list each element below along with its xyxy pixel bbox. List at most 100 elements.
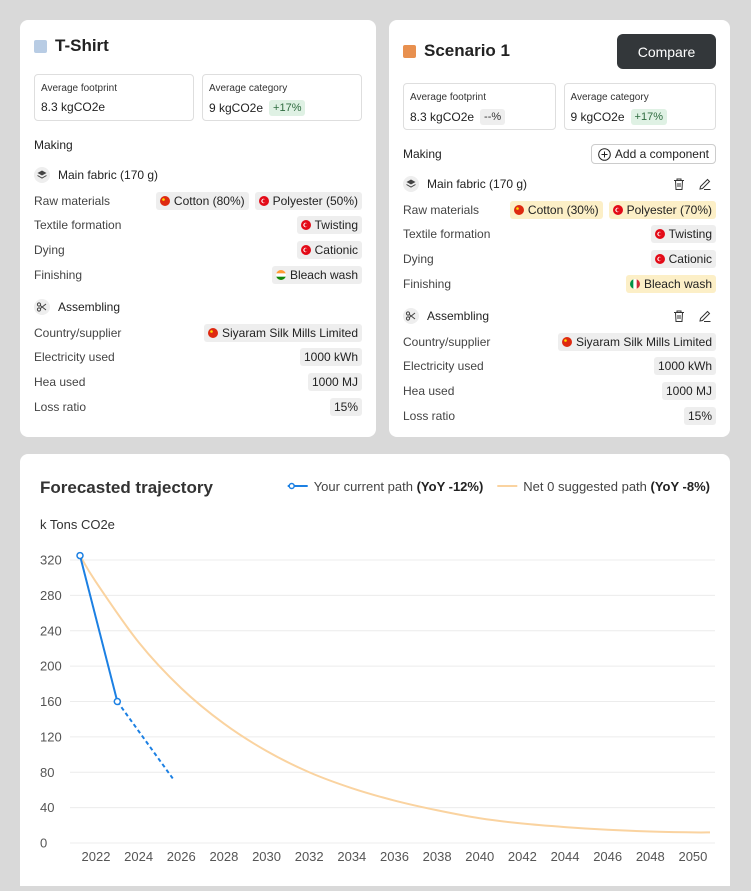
layers-icon [403,176,419,192]
tags: 1000 MJ [661,381,716,400]
point [113,697,122,706]
row-label: Raw materials [403,202,480,217]
y-tick-label: 200 [40,659,62,674]
tags: Cationic [296,240,362,259]
x-tick-label: 2032 [295,849,324,864]
attribute-row: Raw materials Cotton (30%) Polyester (70%) [403,200,716,219]
x-tick-label: 2044 [551,849,580,864]
scenario-card: Scenario 1 Compare Average footprint 8.3 kg… [389,20,730,437]
attribute-row: Country/supplier Siyaram Silk Mills Limit… [34,323,362,342]
value: 8.3 kgCO2e [410,110,475,124]
row-label: Electricity used [403,359,484,374]
delete-icon[interactable] [672,177,686,191]
y-tick-label: 280 [40,588,62,603]
attribute-row: Electricity used 1000 kWh [403,357,716,376]
color-swatch [403,44,416,58]
tag-text: Cationic [314,242,358,257]
legend-name: Net 0 suggested path [523,479,647,494]
y-tick-label: 160 [40,694,62,709]
tag-text: Bleach wash [643,276,712,291]
tag: Cationic [296,240,362,259]
x-tick-label: 2026 [167,849,196,864]
edit-icon[interactable] [698,309,712,323]
y-axis-label: k Tons CO2e [40,517,115,532]
y-tick-label: 240 [40,623,62,638]
tags: 15% [683,406,716,425]
attribute-row: Textile formation Twisting [403,225,716,244]
compare-button[interactable]: Compare [617,34,716,69]
metric-label: Average footprint [41,83,117,94]
row-label: Finishing [34,267,83,282]
y-tick-label: 320 [40,553,62,568]
flag [159,195,170,206]
row-label: Loss ratio [34,399,87,414]
attribute-row: Textile formation Twisting [34,216,362,235]
plus-icon [598,147,611,161]
tag: Cationic [650,249,716,268]
section-title: Making [403,147,442,161]
row-label: Finishing [403,276,452,291]
color-swatch [34,39,47,53]
row-label: Hea used [34,374,86,389]
tags: 1000 kWh [299,348,362,367]
series-line [79,555,711,834]
metric-box: Average category 9 kgCO2e +17% [563,83,716,130]
section-title: Making [34,138,73,152]
x-tick-label: 2022 [82,849,111,864]
chart: Forecasted trajectory k Tons CO2e 0 40 80 120… [40,478,715,864]
row-label: Electricity used [34,350,115,365]
group-title: Assembling [427,309,490,323]
tags: 15% [329,397,362,416]
tag-text: Siyaram Silk Mills Limited [221,325,358,340]
attribute-row: Hea used 1000 MJ [403,381,716,400]
flag [654,253,665,264]
add-component-button[interactable]: Add a component [590,144,716,164]
tag: Twisting [650,225,716,244]
tag: 1000 kWh [653,357,716,376]
scissors-icon [403,308,419,324]
row-label: Dying [34,242,65,257]
badge: --% [480,109,506,125]
tag-text: Twisting [314,218,358,233]
tag-text: 1000 kWh [303,350,358,365]
group-title: Main fabric (170 g) [427,177,528,191]
tag-text: Twisting [668,227,712,242]
tag: Twisting [296,216,362,235]
tags: Twisting [296,216,362,235]
series-line [79,555,119,702]
tags: Bleach wash [271,265,362,284]
card-title: T-Shirt [34,36,109,56]
tags: 1000 kWh [653,357,716,376]
attribute-row: Hea used 1000 MJ [34,372,362,391]
attribute-row: Loss ratio 15% [403,406,716,425]
product-card: T-Shirt Average footprint 8.3 kgCO2e Averag… [20,20,376,437]
tag-text: 1000 kWh [657,359,712,374]
tag: Bleach wash [625,274,716,293]
attribute-row: Country/supplier Siyaram Silk Mills Limit… [403,332,716,351]
metric-box: Average footprint 8.3 kgCO2e [34,74,194,121]
attribute-row: Loss ratio 15% [34,397,362,416]
flag [275,269,286,280]
metric-value: 8.3 kgCO2e [41,100,187,114]
tag: 15% [683,406,716,425]
flag [258,195,269,206]
legend-name: Your current path [314,479,413,494]
attribute-row: Electricity used 1000 kWh [34,348,362,367]
group-title: Main fabric (170 g) [58,168,159,182]
card-title: Scenario 1 [403,41,510,61]
tag: Siyaram Silk Mills Limited [203,323,362,342]
x-tick-label: 2042 [508,849,537,864]
edit-icon[interactable] [698,177,712,191]
x-tick-label: 2024 [124,849,153,864]
row-label: Country/supplier [34,325,122,340]
row-label: Hea used [403,383,455,398]
layers-icon [34,167,50,183]
tags: Twisting [650,225,716,244]
delete-icon[interactable] [672,309,686,323]
y-tick-label: 120 [40,729,62,744]
tags: Cationic [650,249,716,268]
group-actions [672,309,712,323]
chart-card: Forecasted trajectory k Tons CO2e 0 40 80 120… [20,454,730,886]
legend-marker [288,482,295,490]
attribute-row: Finishing Bleach wash [403,274,716,293]
